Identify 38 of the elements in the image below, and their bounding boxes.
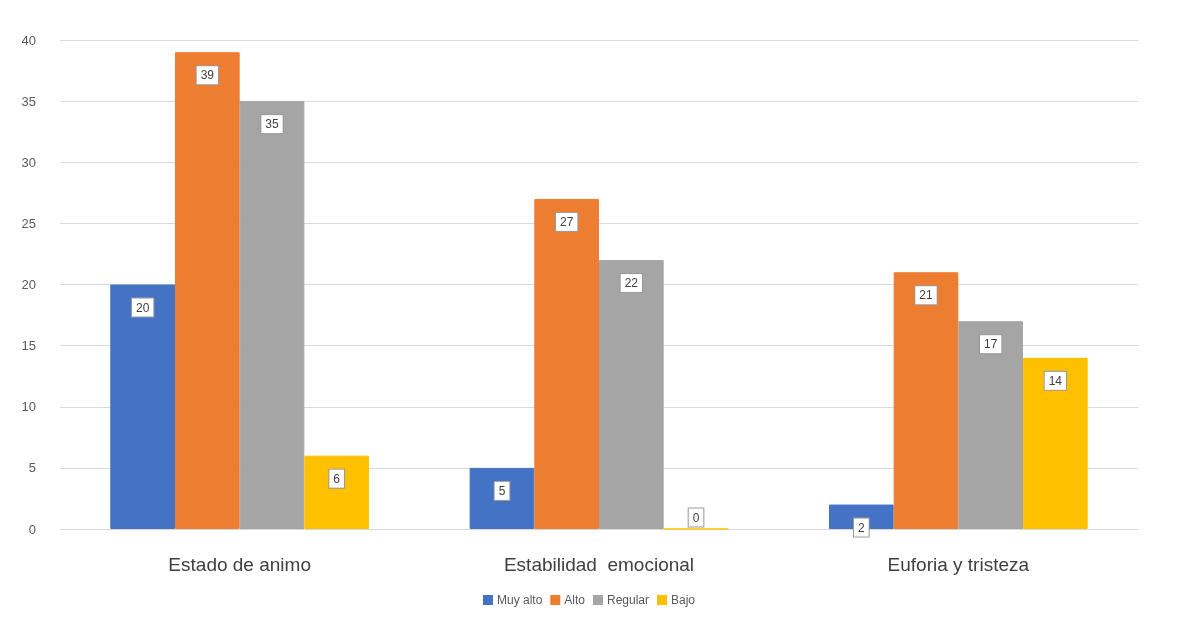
y-tick-label: 5 (28, 460, 36, 476)
bar (469, 467, 535, 529)
legend-label: Muy alto (496, 593, 543, 607)
y-tick-label: 10 (21, 399, 36, 415)
y-tick-label: 30 (21, 154, 36, 170)
y-tick-label: 40 (21, 32, 36, 48)
data-label: 0 (692, 510, 700, 525)
bar (599, 260, 664, 529)
data-label: 20 (135, 300, 150, 315)
data-label: 21 (919, 288, 933, 303)
x-tick-label: Estabilidad emocional (503, 554, 695, 575)
y-tick-label: 15 (21, 338, 36, 354)
bar (1023, 357, 1088, 529)
data-label: 5 (498, 483, 506, 498)
bar (958, 321, 1024, 529)
y-tick-label: 20 (21, 277, 36, 292)
bar (534, 198, 599, 529)
data-label: 27 (559, 214, 574, 229)
data-label: 22 (624, 276, 639, 291)
data-label: 39 (200, 68, 215, 83)
y-tick-label: 25 (21, 215, 36, 231)
legend-label: Regular (606, 593, 650, 607)
bar (239, 101, 305, 529)
bar (893, 272, 959, 529)
bar (174, 52, 240, 529)
x-tick-label: Euforia y tristeza (887, 554, 1030, 575)
bar (304, 455, 370, 529)
legend-label: Alto (564, 593, 586, 607)
data-label: 2 (857, 520, 865, 535)
legend-label: Bajo (671, 593, 696, 607)
bar (110, 284, 175, 529)
data-label: 17 (983, 337, 998, 352)
x-tick-label: Estado de animo (168, 554, 311, 575)
data-label: 6 (333, 471, 341, 486)
y-tick-label: 35 (21, 93, 36, 109)
data-label: 35 (265, 117, 279, 132)
y-tick-label: 0 (28, 521, 36, 537)
data-label: 14 (1048, 373, 1063, 388)
